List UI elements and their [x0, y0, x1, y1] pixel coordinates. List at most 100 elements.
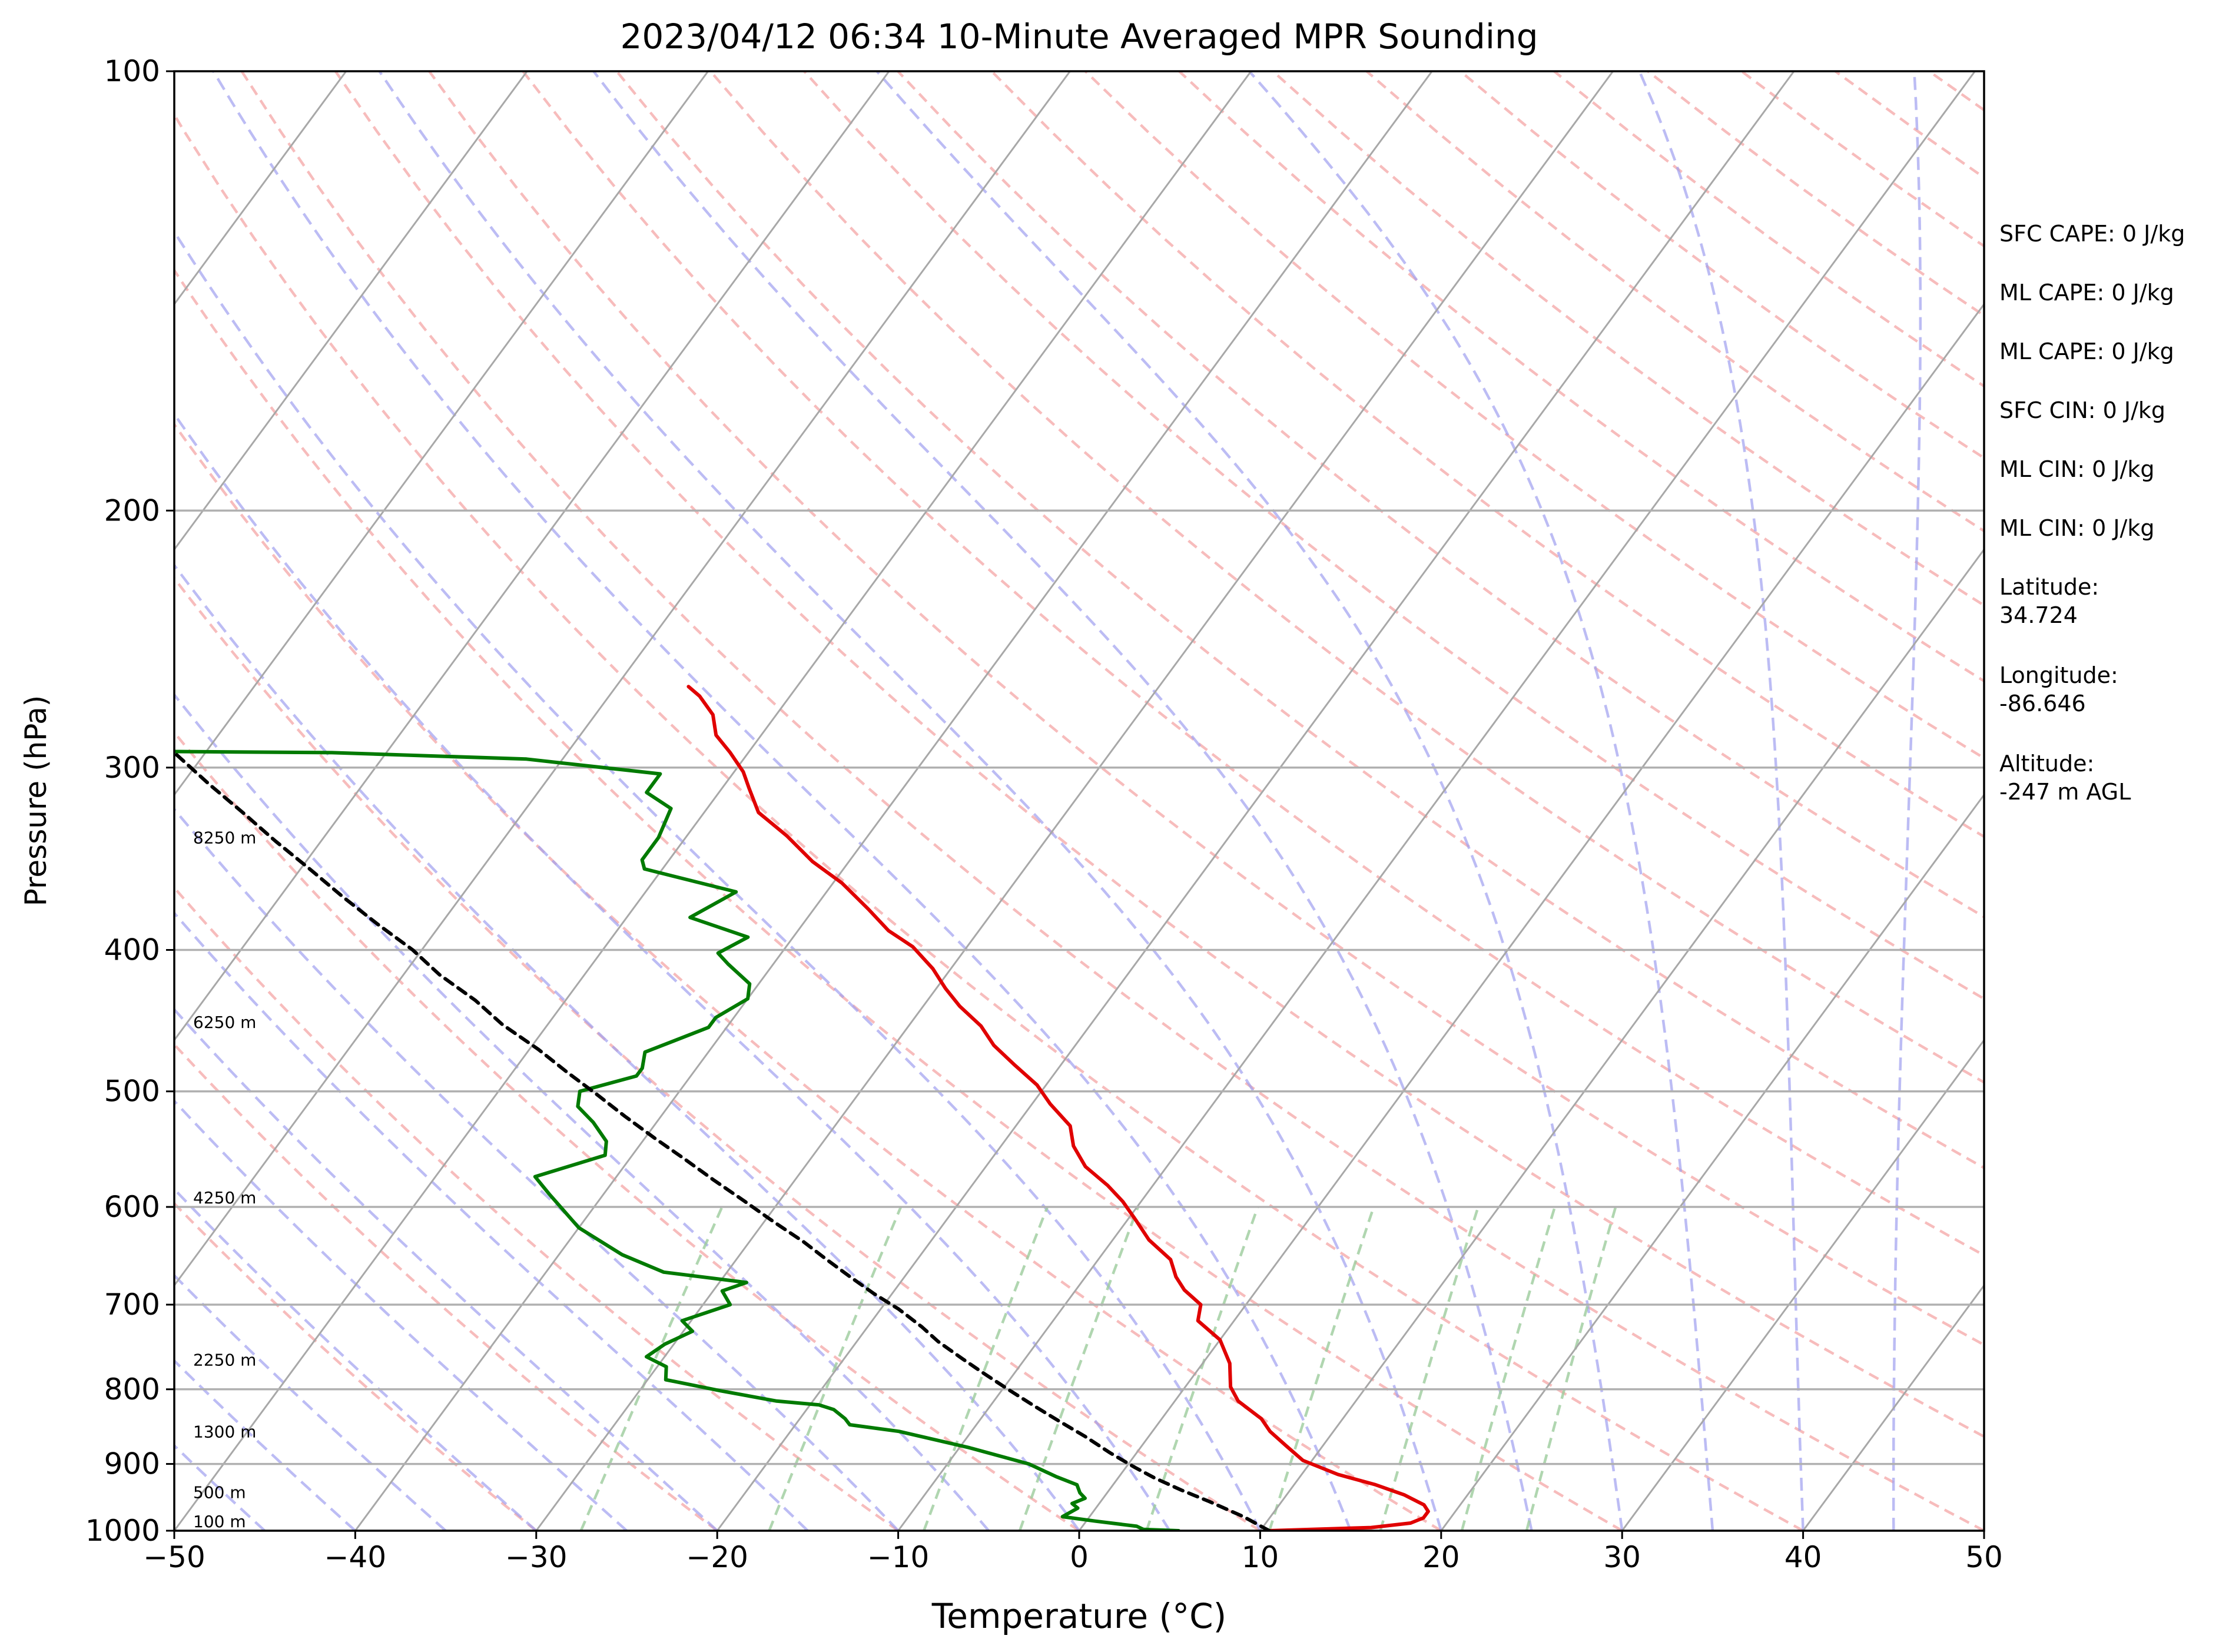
dry-adiabat-line	[174, 576, 1261, 1531]
annotation-panel: SFC CAPE: 0 J/kg ML CAPE: 0 J/kg ML CAPE: …	[1999, 221, 2185, 805]
dry-adiabat-line	[174, 1202, 538, 1531]
isotherm-line	[1802, 1283, 1984, 1531]
moist-adiabat-line	[174, 412, 1171, 1531]
x-tick-label: −40	[324, 1540, 387, 1574]
dry-adiabat-line	[990, 71, 1984, 838]
moist-adiabat-line	[212, 71, 1352, 1531]
annotation-line: -247 m AGL	[1999, 779, 2131, 805]
y-tick-label: 800	[104, 1372, 160, 1406]
isotherm-line	[174, 71, 709, 797]
dry-adiabat-line	[240, 71, 1984, 1531]
dry-adiabat-line	[174, 112, 1804, 1531]
dry-adiabat-line	[174, 730, 1080, 1531]
annotation-text: Altitude: -247 m AGL	[1999, 751, 2131, 805]
moist-adiabat-line	[875, 71, 1624, 1531]
x-tick-label: 40	[1784, 1540, 1822, 1574]
isotherm-line	[174, 71, 1071, 1287]
series-layer	[174, 685, 1430, 1531]
dry-adiabat-line	[428, 71, 1984, 1346]
annotation-text: ML CAPE: 0 J/kg	[1999, 339, 2174, 364]
height-label: 2250 m	[193, 1351, 256, 1370]
dry-adiabat-line	[1178, 71, 1984, 683]
isotherm-line	[1078, 303, 1984, 1531]
y-tick-label: 300	[104, 751, 160, 785]
dry-adiabat-line	[803, 71, 1984, 1001]
annotation-line: ML CAPE: 0 J/kg	[1999, 280, 2174, 306]
moist-adiabat-line	[174, 563, 1080, 1531]
y-tick-label: 200	[104, 493, 160, 528]
x-tick-label: −30	[505, 1540, 568, 1574]
y-tick-label: 900	[104, 1447, 160, 1481]
height-label: 500 m	[193, 1482, 246, 1502]
dry-adiabat-line	[174, 885, 899, 1531]
annotation-line: ML CAPE: 0 J/kg	[1999, 339, 2174, 364]
grid-layer	[174, 71, 1984, 1531]
dry-adiabat-line	[1084, 71, 1984, 760]
mixing-ratio-line	[768, 1206, 903, 1531]
dry-adiabat-line	[522, 71, 1984, 1257]
annotation-text: Longitude: -86.646	[1999, 662, 2118, 716]
isotherm-line	[354, 71, 1433, 1531]
isotherm-line	[1621, 1039, 1984, 1531]
annotation-line: 34.724	[1999, 602, 2078, 628]
annotation-line: ML CIN: 0 J/kg	[1999, 456, 2154, 482]
moist-adiabat-line	[1892, 71, 1922, 1531]
x-tick-label: 10	[1242, 1540, 1279, 1574]
moist-adiabat-line	[1638, 71, 1805, 1531]
moist-adiabat-line	[174, 1359, 356, 1531]
moist-adiabat-line	[174, 911, 809, 1531]
moist-adiabat-line	[592, 71, 1533, 1531]
dry-adiabat-line	[174, 1042, 718, 1531]
dry-adiabat-line	[615, 71, 1984, 1170]
x-tick-label: −20	[686, 1540, 748, 1574]
sounding-series-line	[686, 685, 1430, 1531]
isotherm-line	[174, 71, 890, 1042]
annotation-line: Altitude:	[1999, 751, 2094, 777]
moist-adiabat-line	[1248, 71, 1714, 1531]
x-tick-label: −50	[143, 1540, 205, 1574]
annotation-text: ML CIN: 0 J/kg	[1999, 456, 2154, 482]
annotation-text: ML CIN: 0 J/kg	[1999, 515, 2154, 541]
mixing-ratio-line	[923, 1206, 1049, 1531]
annotation-line: Longitude:	[1999, 662, 2118, 688]
dry-adiabat-line	[897, 71, 1984, 919]
y-tick-label: 600	[104, 1190, 160, 1224]
x-tick-label: 30	[1603, 1540, 1641, 1574]
y-axis-label: Pressure (hPa)	[19, 695, 53, 907]
annotation-text: Latitude: 34.724	[1999, 574, 2099, 628]
isotherm-line	[1440, 793, 1984, 1531]
dry-adiabat-line	[334, 71, 1984, 1438]
height-label: 4250 m	[193, 1188, 256, 1208]
dry-adiabat-line	[709, 71, 1984, 1084]
mixing-ratio-line	[1018, 1206, 1140, 1531]
isotherm-line	[716, 71, 1795, 1531]
height-label: 8250 m	[193, 828, 256, 848]
height-label: 6250 m	[193, 1013, 256, 1032]
dry-adiabat-line	[174, 422, 1442, 1531]
x-tick-label: 20	[1422, 1540, 1460, 1574]
y-tick-label: 1000	[85, 1514, 160, 1548]
isotherm-line	[897, 71, 1976, 1531]
isotherm-line	[535, 71, 1614, 1531]
moist-adiabat-line	[378, 71, 1442, 1531]
annotation-line: Latitude:	[1999, 574, 2099, 600]
y-tick-label: 500	[104, 1074, 160, 1109]
annotation-line: SFC CAPE: 0 J/kg	[1999, 221, 2185, 247]
y-tick-label: 400	[104, 933, 160, 967]
annotation-line: -86.646	[1999, 691, 2086, 716]
y-tick-label: 700	[104, 1288, 160, 1322]
moist-adiabat-line	[174, 229, 1262, 1531]
isotherm-line	[174, 71, 528, 551]
moist-adiabat-line	[174, 1007, 718, 1531]
height-label: 1300 m	[193, 1422, 256, 1442]
x-tick-label: 0	[1070, 1540, 1089, 1574]
height-label: 100 m	[193, 1512, 246, 1531]
chart-title: 2023/04/12 06:34 10-Minute Averaged MPR …	[620, 16, 1538, 57]
y-tick-label: 100	[104, 54, 160, 88]
x-axis-label: Temperature (°C)	[931, 1596, 1227, 1636]
x-tick-label: 50	[1965, 1540, 2003, 1574]
annotation-text: SFC CIN: 0 J/kg	[1999, 397, 2165, 423]
